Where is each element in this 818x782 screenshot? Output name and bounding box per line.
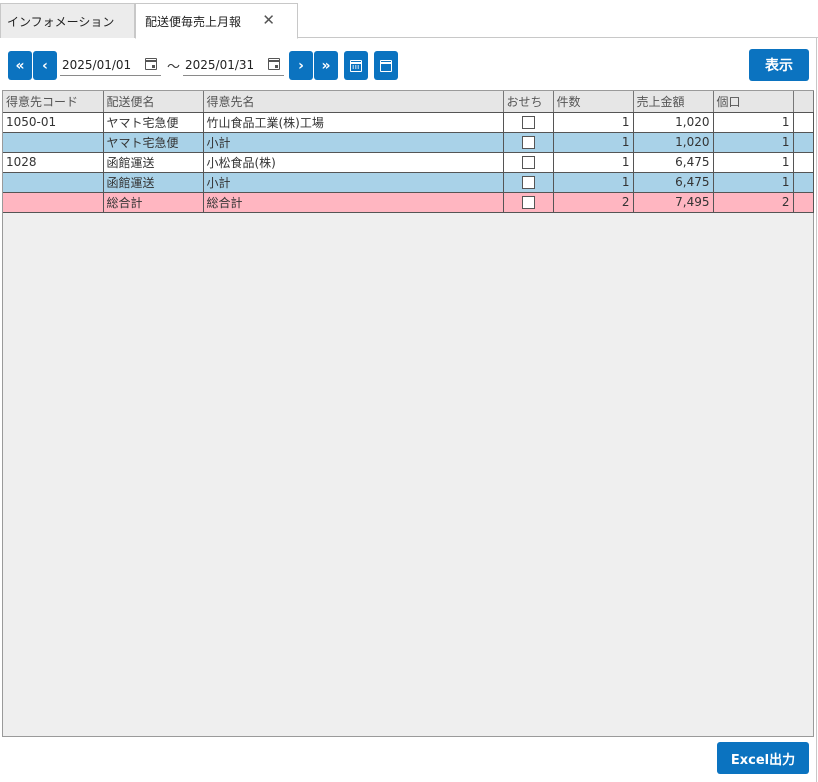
- cell-customer-code: 1050-01: [3, 112, 104, 133]
- cell-filler: [793, 112, 814, 133]
- table-row[interactable]: 1028 函館運送 小松食品(株) 1 6,475 1: [3, 152, 814, 173]
- calendar-grid-icon: [350, 59, 362, 72]
- date-from-field[interactable]: 2025/01/01: [60, 55, 161, 76]
- close-icon[interactable]: ✕: [262, 11, 275, 29]
- sales-table: 得意先コード 配送便名 得意先名 おせち 件数 売上金額 個口 1050-01 …: [3, 91, 814, 213]
- cell-osechi: [503, 132, 554, 153]
- cell-amount: 6,475: [633, 172, 714, 193]
- calendar-icon[interactable]: [268, 58, 280, 70]
- next-month-button[interactable]: ›: [289, 51, 313, 80]
- tab-delivery-monthly-sales[interactable]: 配送便毎売上月報 ✕: [135, 3, 298, 39]
- cell-customer-code: [3, 132, 104, 153]
- cell-customer-name: 竹山食品工業(株)工場: [203, 112, 504, 133]
- cell-filler: [793, 192, 814, 213]
- cell-delivery-name: ヤマト宅急便: [103, 112, 204, 133]
- osechi-checkbox[interactable]: [521, 196, 535, 209]
- cell-customer-name: 総合計: [203, 192, 504, 213]
- cell-customer-code: [3, 192, 104, 213]
- cell-filler: [793, 152, 814, 173]
- table-header-row: 得意先コード 配送便名 得意先名 おせち 件数 売上金額 個口: [3, 91, 814, 113]
- cell-count: 1: [553, 112, 634, 133]
- last-month-button[interactable]: »: [314, 51, 338, 80]
- calendar-icon[interactable]: [145, 58, 157, 70]
- cell-amount: 7,495: [633, 192, 714, 213]
- osechi-checkbox[interactable]: [521, 116, 535, 129]
- cell-delivery-name: 函館運送: [103, 152, 204, 173]
- cell-osechi: [503, 112, 554, 133]
- cell-customer-code: [3, 172, 104, 193]
- table-row[interactable]: 1050-01 ヤマト宅急便 竹山食品工業(株)工場 1 1,020 1: [3, 112, 814, 133]
- cell-osechi: [503, 172, 554, 193]
- first-month-button[interactable]: «: [8, 51, 32, 80]
- cell-amount: 1,020: [633, 132, 714, 153]
- column-header-count[interactable]: 件数: [553, 91, 634, 113]
- column-header-amount[interactable]: 売上金額: [633, 91, 714, 113]
- cell-count: 2: [553, 192, 634, 213]
- cell-packages: 1: [713, 132, 794, 153]
- tab-bar: インフォメーション 配送便毎売上月報 ✕: [0, 0, 818, 39]
- chevron-right-icon: ›: [298, 57, 304, 74]
- cell-delivery-name: ヤマト宅急便: [103, 132, 204, 153]
- calendar-month-button[interactable]: [344, 51, 368, 80]
- table-row-grand-total[interactable]: 総合計 総合計 2 7,495 2: [3, 192, 814, 213]
- column-header-osechi[interactable]: おせち: [503, 91, 554, 113]
- cell-customer-name: 小計: [203, 132, 504, 153]
- cell-packages: 2: [713, 192, 794, 213]
- cell-count: 1: [553, 152, 634, 173]
- cell-amount: 6,475: [633, 152, 714, 173]
- prev-month-button[interactable]: ‹: [33, 51, 57, 80]
- calendar-today-button[interactable]: [374, 51, 398, 80]
- tab-delivery-monthly-sales-label: 配送便毎売上月報: [145, 14, 242, 29]
- cell-osechi: [503, 192, 554, 213]
- osechi-checkbox[interactable]: [521, 156, 535, 169]
- cell-customer-name: 小計: [203, 172, 504, 193]
- column-header-customer-code[interactable]: 得意先コード: [3, 91, 104, 113]
- date-to-field[interactable]: 2025/01/31: [183, 55, 284, 76]
- date-from-value: 2025/01/01: [62, 58, 132, 72]
- excel-export-button[interactable]: Excel出力: [717, 742, 809, 774]
- cell-count: 1: [553, 172, 634, 193]
- cell-amount: 1,020: [633, 112, 714, 133]
- cell-packages: 1: [713, 172, 794, 193]
- osechi-checkbox[interactable]: [521, 176, 535, 189]
- column-header-filler: [793, 91, 814, 113]
- cell-customer-name: 小松食品(株): [203, 152, 504, 173]
- show-button-label: 表示: [765, 58, 793, 74]
- calendar-icon: [380, 59, 392, 72]
- excel-export-label: Excel出力: [730, 752, 796, 768]
- tab-information-label: インフォメーション: [7, 14, 115, 29]
- cell-delivery-name: 函館運送: [103, 172, 204, 193]
- cell-packages: 1: [713, 152, 794, 173]
- osechi-checkbox[interactable]: [521, 136, 535, 149]
- date-range-separator: 〜: [167, 60, 181, 75]
- show-button[interactable]: 表示: [749, 49, 809, 81]
- double-chevron-left-icon: «: [15, 57, 25, 74]
- date-to-value: 2025/01/31: [185, 58, 255, 72]
- window-border: [816, 38, 817, 782]
- cell-osechi: [503, 152, 554, 173]
- tab-information[interactable]: インフォメーション: [0, 3, 135, 38]
- column-header-delivery-name[interactable]: 配送便名: [103, 91, 204, 113]
- data-grid[interactable]: 得意先コード 配送便名 得意先名 おせち 件数 売上金額 個口 1050-01 …: [2, 90, 814, 737]
- column-header-customer-name[interactable]: 得意先名: [203, 91, 504, 113]
- cell-customer-code: 1028: [3, 152, 104, 173]
- double-chevron-right-icon: »: [321, 57, 331, 74]
- cell-filler: [793, 132, 814, 153]
- table-row-subtotal[interactable]: ヤマト宅急便 小計 1 1,020 1: [3, 132, 814, 153]
- cell-filler: [793, 172, 814, 193]
- chevron-left-icon: ‹: [42, 57, 48, 74]
- cell-delivery-name: 総合計: [103, 192, 204, 213]
- table-row-subtotal[interactable]: 函館運送 小計 1 6,475 1: [3, 172, 814, 193]
- column-header-packages[interactable]: 個口: [713, 91, 794, 113]
- cell-count: 1: [553, 132, 634, 153]
- cell-packages: 1: [713, 112, 794, 133]
